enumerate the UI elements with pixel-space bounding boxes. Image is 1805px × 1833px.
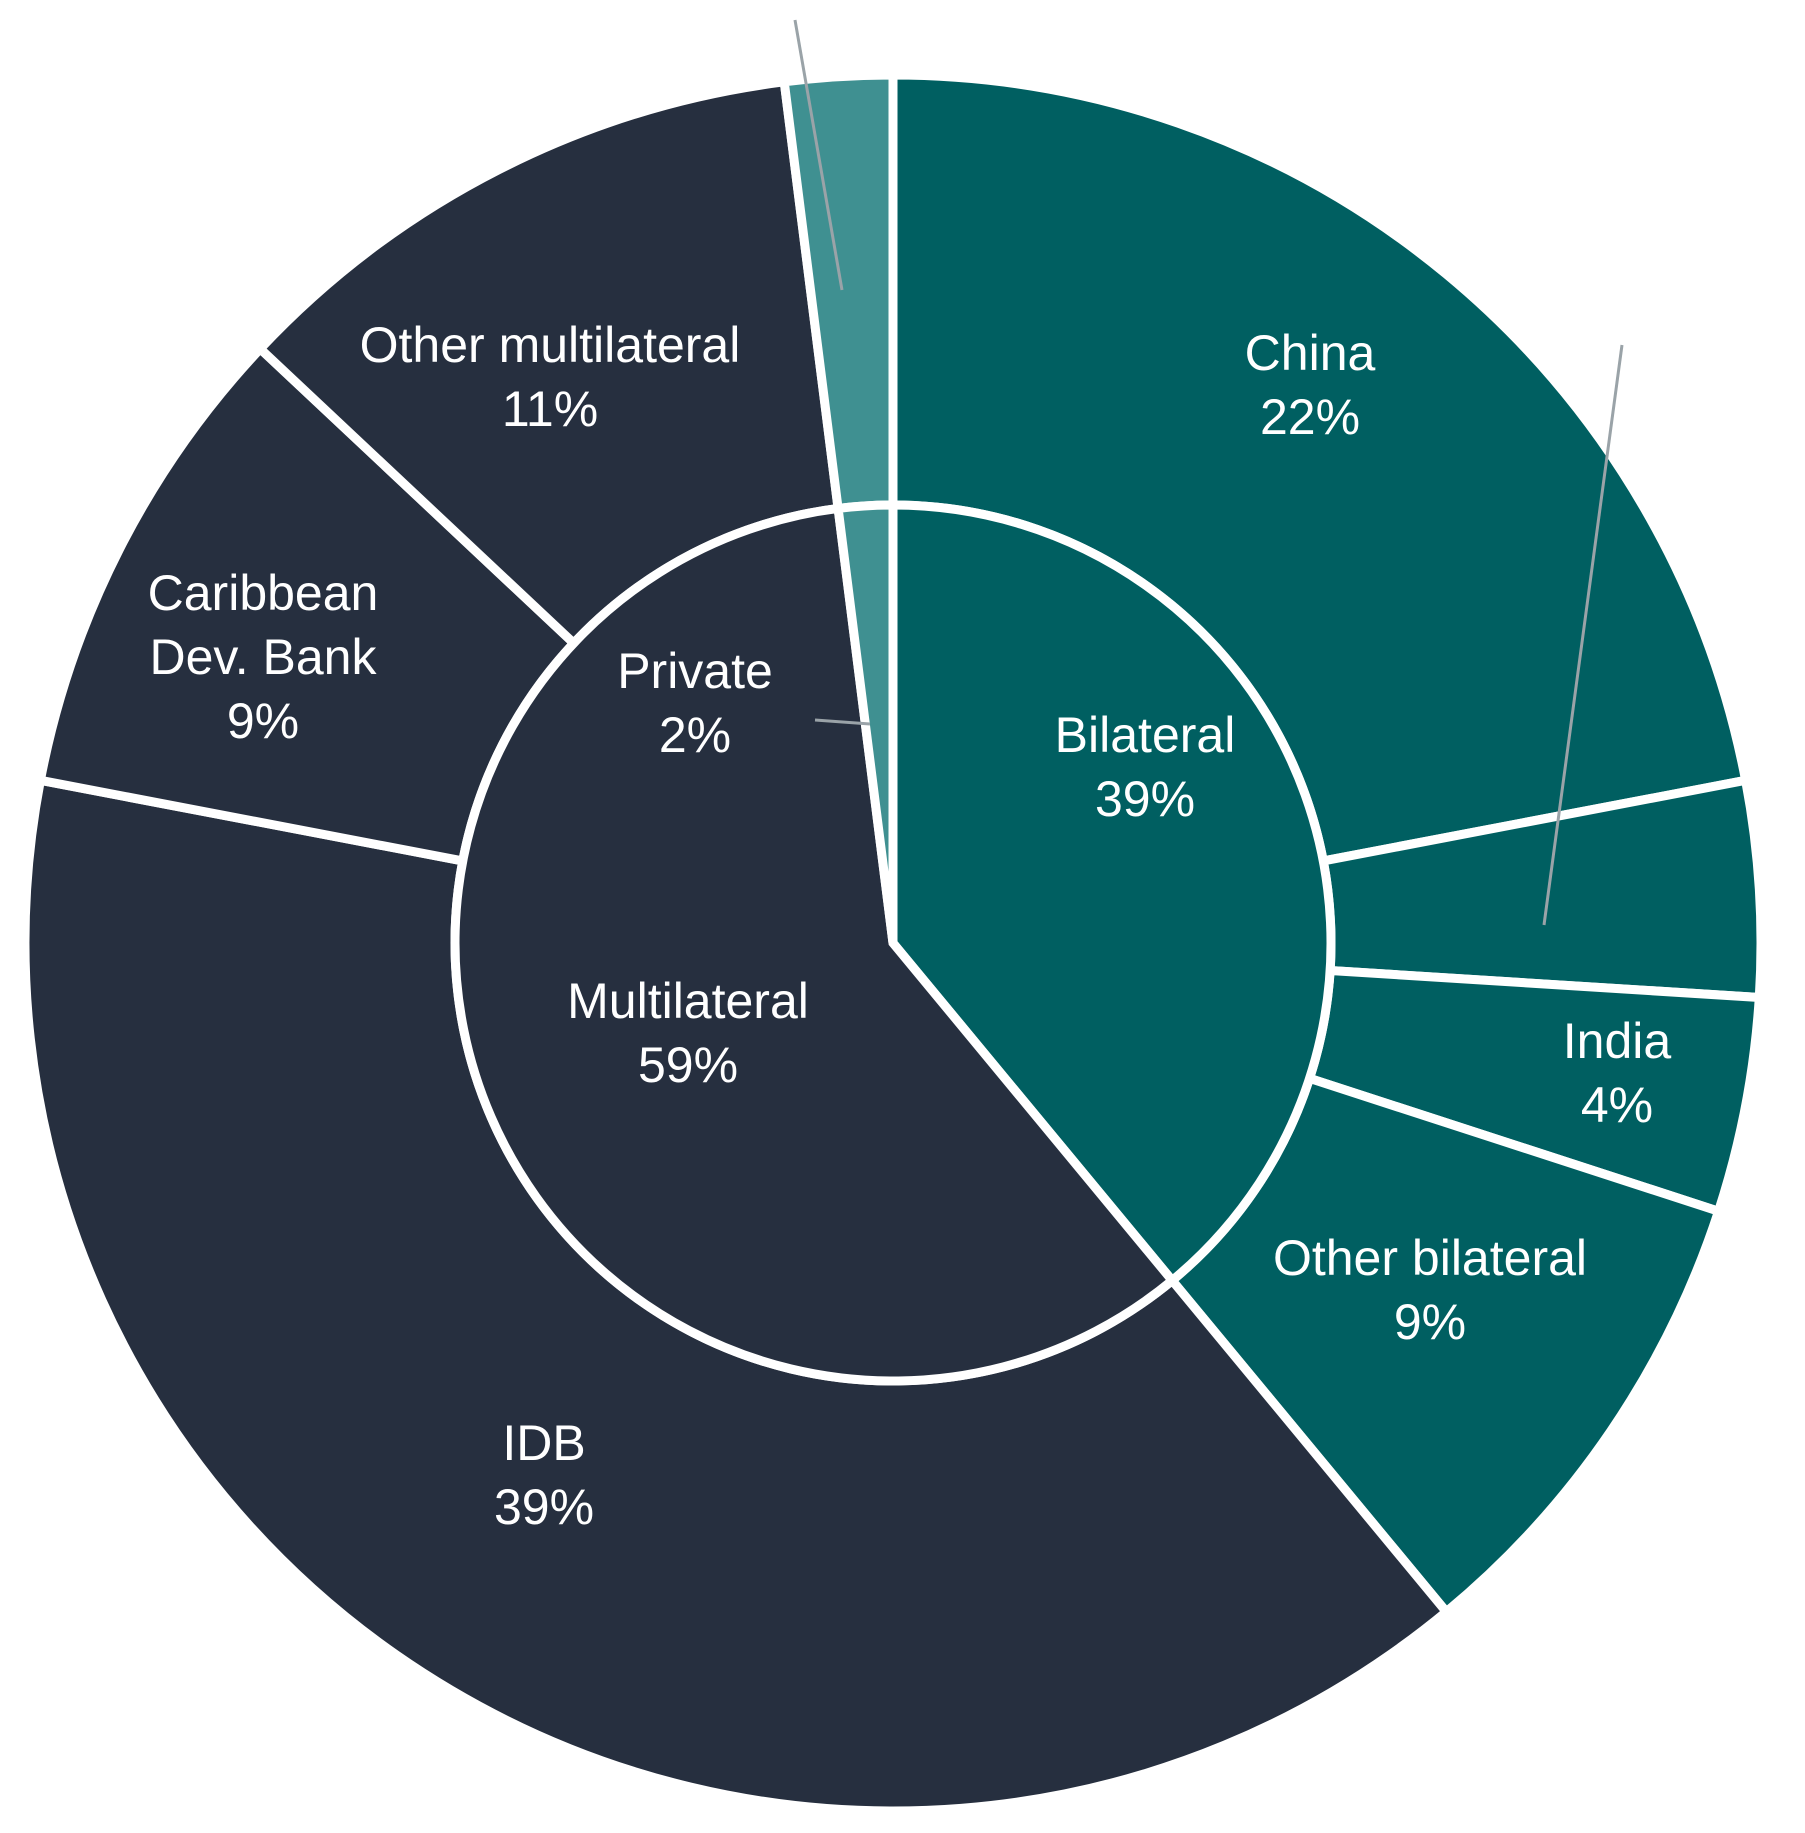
label-india: India 4% [1563, 1013, 1672, 1133]
label-other-multilateral: Other multilateral 11% [360, 317, 741, 437]
label-bilateral: Bilateral 39% [1055, 707, 1236, 827]
outer-ring [20, 70, 1766, 1816]
slice-label-india: India [1563, 1013, 1672, 1069]
slice-label-private: Private [617, 643, 773, 699]
leader-line-private-inner [814, 718, 871, 726]
slice-label-china: China [1245, 325, 1376, 381]
inner-ring [450, 500, 1336, 1386]
label-private: Private 2% [617, 643, 773, 763]
slice-pct-idb: 39% [494, 1479, 594, 1535]
slice-label-other-multilateral: Other multilateral [360, 317, 741, 373]
label-caribbean-dev-bank: Caribbean Dev. Bank 9% [148, 565, 379, 749]
slice-pct-bilateral: 39% [1095, 771, 1195, 827]
label-idb: IDB 39% [494, 1415, 594, 1535]
label-china: China 22% [1245, 325, 1376, 445]
slice-pct-other-multilateral: 11% [502, 381, 598, 437]
labels: Bilateral 39% Multilateral 59% Private 2% Chin… [148, 317, 1672, 1535]
inner-slice-bilateral [888, 500, 1336, 1287]
slice-pct-india: 4% [1581, 1077, 1653, 1133]
slice-pct-china: 22% [1260, 389, 1360, 445]
slice-pct-multilateral: 59% [638, 1037, 738, 1093]
inner-slice-multilateral [450, 503, 1179, 1386]
label-other-bilateral: Other bilateral 9% [1273, 1230, 1587, 1350]
label-multilateral: Multilateral 59% [567, 973, 809, 1093]
slice-label-multilateral: Multilateral [567, 973, 809, 1029]
slice-pct-caribbean-dev-bank: 9% [227, 693, 299, 749]
slice-label-bilateral: Bilateral [1055, 707, 1236, 763]
slice-pct-private: 2% [659, 707, 731, 763]
leader-line-bilateral-outer [1542, 344, 1624, 926]
slice-label-idb: IDB [502, 1415, 585, 1471]
slice-label-caribbean-dev-bank: Caribbean Dev. Bank [148, 565, 379, 685]
slice-label-other-bilateral: Other bilateral [1273, 1230, 1587, 1286]
leader-line-private [793, 19, 844, 291]
slice-pct-other-bilateral: 9% [1394, 1294, 1466, 1350]
leader-lines [793, 19, 1624, 926]
